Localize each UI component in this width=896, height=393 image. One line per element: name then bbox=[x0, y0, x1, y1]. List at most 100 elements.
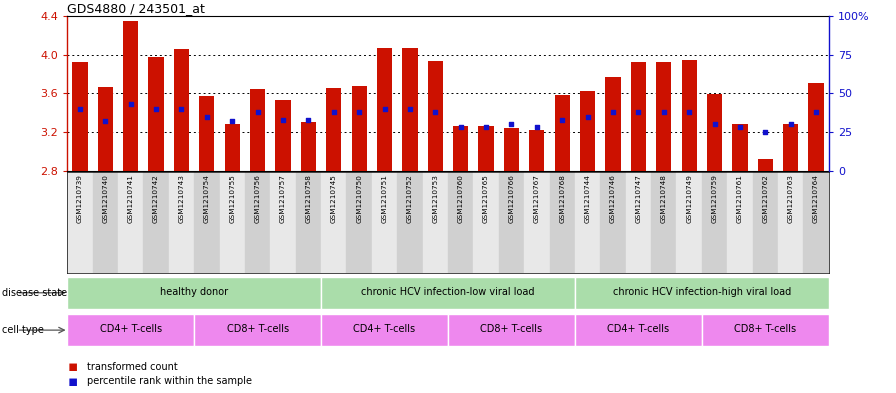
Bar bbox=[321, 314, 448, 346]
Text: GSM1210757: GSM1210757 bbox=[280, 174, 286, 223]
Bar bbox=[149, 57, 164, 171]
Text: GSM1210739: GSM1210739 bbox=[77, 174, 83, 223]
Text: GSM1210764: GSM1210764 bbox=[813, 174, 819, 223]
Point bbox=[530, 124, 544, 130]
Text: percentile rank within the sample: percentile rank within the sample bbox=[87, 376, 252, 386]
Text: GSM1210747: GSM1210747 bbox=[635, 174, 642, 223]
Bar bbox=[625, 172, 651, 273]
Bar bbox=[321, 277, 575, 309]
Text: GSM1210767: GSM1210767 bbox=[534, 174, 540, 223]
Text: CD8+ T-cells: CD8+ T-cells bbox=[734, 324, 797, 334]
Bar bbox=[301, 123, 316, 171]
Text: GSM1210741: GSM1210741 bbox=[127, 174, 134, 223]
Bar bbox=[448, 172, 473, 273]
Bar bbox=[575, 277, 829, 309]
Bar bbox=[275, 100, 290, 171]
Text: chronic HCV infection-high viral load: chronic HCV infection-high viral load bbox=[613, 287, 791, 297]
Bar bbox=[220, 172, 245, 273]
Text: CD4+ T-cells: CD4+ T-cells bbox=[607, 324, 669, 334]
Text: GDS4880 / 243501_at: GDS4880 / 243501_at bbox=[67, 2, 205, 15]
Bar bbox=[351, 86, 366, 171]
Bar bbox=[67, 277, 321, 309]
Text: GSM1210752: GSM1210752 bbox=[407, 174, 413, 223]
Text: GSM1210749: GSM1210749 bbox=[686, 174, 693, 223]
Bar bbox=[707, 94, 722, 171]
Text: chronic HCV infection-low viral load: chronic HCV infection-low viral load bbox=[361, 287, 535, 297]
Bar bbox=[245, 172, 271, 273]
Point bbox=[200, 114, 214, 120]
Bar bbox=[753, 172, 778, 273]
Point bbox=[758, 129, 772, 135]
Bar bbox=[225, 124, 240, 171]
Point bbox=[783, 121, 798, 127]
Text: GSM1210746: GSM1210746 bbox=[610, 174, 616, 223]
Bar bbox=[808, 83, 823, 171]
Bar bbox=[732, 124, 747, 171]
Point bbox=[327, 109, 341, 115]
Bar bbox=[575, 314, 702, 346]
Bar bbox=[377, 48, 392, 171]
Bar bbox=[402, 48, 418, 171]
Bar bbox=[143, 172, 168, 273]
Text: GSM1210763: GSM1210763 bbox=[788, 174, 794, 223]
Point bbox=[556, 117, 570, 123]
Bar bbox=[199, 96, 214, 171]
Bar bbox=[702, 172, 728, 273]
Text: GSM1210756: GSM1210756 bbox=[254, 174, 261, 223]
Point bbox=[428, 109, 443, 115]
Text: disease state: disease state bbox=[2, 288, 67, 298]
Point bbox=[301, 117, 315, 123]
Text: GSM1210760: GSM1210760 bbox=[458, 174, 464, 223]
Point bbox=[733, 124, 747, 130]
Text: GSM1210761: GSM1210761 bbox=[737, 174, 743, 223]
Bar bbox=[174, 49, 189, 171]
Bar bbox=[194, 314, 321, 346]
Text: GSM1210758: GSM1210758 bbox=[306, 174, 312, 223]
Text: GSM1210751: GSM1210751 bbox=[382, 174, 388, 223]
Point bbox=[276, 117, 290, 123]
Point bbox=[352, 109, 366, 115]
Bar bbox=[118, 172, 143, 273]
Text: GSM1210743: GSM1210743 bbox=[178, 174, 185, 223]
Bar bbox=[606, 77, 621, 171]
Text: CD4+ T-cells: CD4+ T-cells bbox=[353, 324, 416, 334]
Bar bbox=[504, 128, 519, 171]
Bar bbox=[67, 172, 92, 273]
Text: CD4+ T-cells: CD4+ T-cells bbox=[99, 324, 162, 334]
Text: GSM1210742: GSM1210742 bbox=[153, 174, 159, 223]
Bar bbox=[427, 61, 443, 171]
Bar bbox=[702, 314, 829, 346]
Bar bbox=[326, 88, 341, 171]
Text: GSM1210744: GSM1210744 bbox=[584, 174, 590, 223]
Text: ▪: ▪ bbox=[67, 359, 78, 374]
Text: cell type: cell type bbox=[2, 325, 44, 335]
Text: ▪: ▪ bbox=[67, 374, 78, 389]
Point bbox=[453, 124, 468, 130]
Bar bbox=[168, 172, 194, 273]
Bar bbox=[676, 172, 702, 273]
Bar bbox=[453, 126, 469, 171]
Bar bbox=[783, 124, 798, 171]
Bar bbox=[372, 172, 397, 273]
Bar bbox=[123, 20, 138, 171]
Bar bbox=[448, 314, 575, 346]
Bar bbox=[92, 172, 118, 273]
Text: GSM1210748: GSM1210748 bbox=[660, 174, 667, 223]
Text: GSM1210740: GSM1210740 bbox=[102, 174, 108, 223]
Text: GSM1210762: GSM1210762 bbox=[762, 174, 769, 223]
Point bbox=[174, 106, 189, 112]
Bar bbox=[728, 172, 753, 273]
Text: GSM1210754: GSM1210754 bbox=[203, 174, 210, 223]
Point bbox=[478, 124, 493, 130]
Point bbox=[809, 109, 823, 115]
Bar bbox=[580, 92, 595, 171]
Point bbox=[99, 118, 113, 125]
Bar bbox=[524, 172, 549, 273]
Bar bbox=[651, 172, 676, 273]
Point bbox=[504, 121, 519, 127]
Bar bbox=[296, 172, 321, 273]
Bar bbox=[682, 61, 697, 171]
Bar bbox=[67, 314, 194, 346]
Point bbox=[403, 106, 418, 112]
Point bbox=[682, 109, 696, 115]
